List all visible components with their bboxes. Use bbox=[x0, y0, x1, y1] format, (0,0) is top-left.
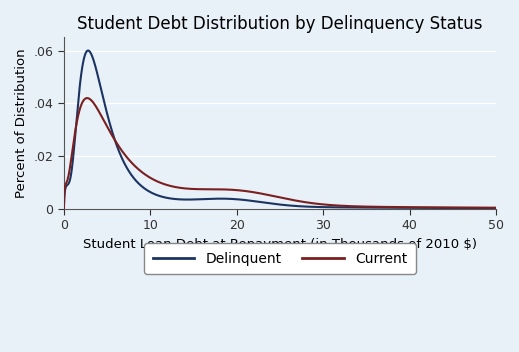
Y-axis label: Percent of Distribution: Percent of Distribution bbox=[15, 48, 28, 198]
Title: Student Debt Distribution by Delinquency Status: Student Debt Distribution by Delinquency… bbox=[77, 15, 483, 33]
Legend: Delinquent, Current: Delinquent, Current bbox=[144, 244, 416, 274]
X-axis label: Student Loan Debt at Repayment (in Thousands of 2010 $): Student Loan Debt at Repayment (in Thous… bbox=[83, 238, 477, 251]
